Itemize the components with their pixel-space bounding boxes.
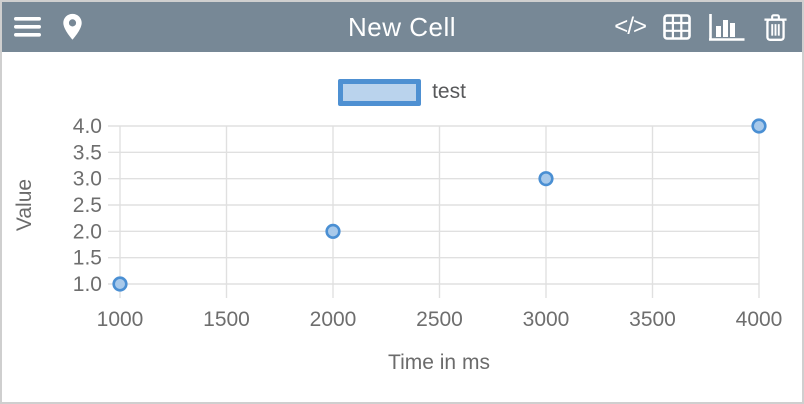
- x-tick-label: 1500: [203, 308, 250, 331]
- hamburger-menu-icon: [14, 17, 41, 37]
- data-point: [112, 276, 128, 292]
- scatter-plot: 1.0 1.5 2.0 2.5 3.0 3.5 4.0 1000 1500 2000 2500 300…: [13, 115, 783, 374]
- menu-button[interactable]: [14, 16, 41, 38]
- data-point: [325, 223, 341, 239]
- y-tick-label: 1.5: [73, 247, 102, 270]
- chart-panel: test 1.0 1.5 2.0 2.5 3.0 3.5 4.0 1000 1500 2000 25…: [2, 78, 802, 402]
- code-view-button[interactable]: </>: [614, 13, 647, 40]
- delete-cell-button[interactable]: [763, 13, 788, 42]
- x-tick-label: 1000: [97, 308, 144, 331]
- cell-header: New Cell </>: [2, 2, 802, 52]
- table-icon: [663, 14, 691, 40]
- y-tick-label: 3.5: [73, 141, 102, 164]
- y-axis-title: Value: [13, 179, 36, 231]
- y-tick-label: 2.0: [73, 220, 102, 243]
- location-pin-button[interactable]: [62, 13, 83, 41]
- x-tick-label: 2500: [416, 308, 463, 331]
- y-tick-label: 3.0: [73, 168, 102, 191]
- x-tick-label: 4000: [736, 308, 783, 331]
- data-point: [751, 118, 767, 134]
- header-right-controls: </>: [614, 13, 788, 42]
- y-tick-label: 1.0: [73, 273, 102, 296]
- x-tick-label: 3000: [523, 308, 570, 331]
- bar-chart-icon: [709, 14, 745, 41]
- code-icon: </>: [614, 13, 647, 40]
- chart-legend: test: [2, 78, 802, 106]
- y-tick-label: 4.0: [73, 115, 102, 138]
- trash-icon: [764, 13, 787, 41]
- legend-label-test[interactable]: test: [432, 80, 466, 103]
- chart-view-button[interactable]: [708, 13, 746, 41]
- data-point: [538, 171, 554, 187]
- header-left-controls: [14, 13, 83, 41]
- legend-swatch-test[interactable]: [338, 78, 422, 106]
- y-tick-label: 2.5: [73, 194, 102, 217]
- x-tick-label: 2000: [310, 308, 357, 331]
- table-view-button[interactable]: [663, 14, 691, 40]
- x-tick-label: 3500: [629, 308, 676, 331]
- location-pin-icon: [63, 13, 82, 40]
- x-axis-title: Time in ms: [388, 351, 490, 374]
